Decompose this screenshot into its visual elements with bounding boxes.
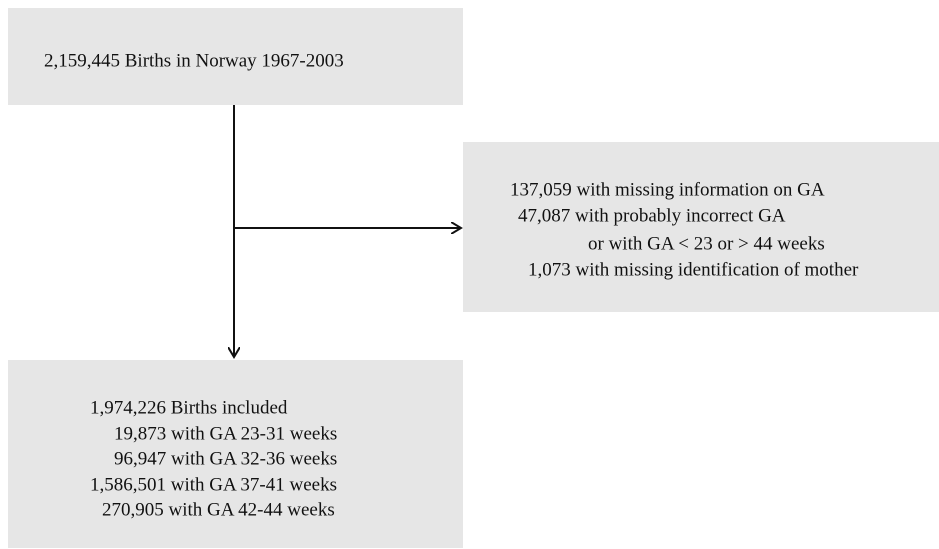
node-text: 137,059 with missing information on GA bbox=[510, 179, 825, 200]
node-text: 19,873 with GA 23-31 weeks bbox=[114, 423, 337, 444]
node-text: 1,586,501 with GA 37-41 weeks bbox=[90, 474, 337, 495]
included-box bbox=[8, 360, 463, 548]
node-text: 1,974,226 Births included bbox=[90, 397, 288, 418]
node-text: 47,087 with probably incorrect GA bbox=[518, 205, 786, 226]
node-text: or with GA < 23 or > 44 weeks bbox=[588, 233, 825, 254]
node-text: 2,159,445 Births in Norway 1967-2003 bbox=[44, 50, 344, 71]
excluded-box bbox=[463, 142, 939, 312]
source-box bbox=[8, 8, 463, 105]
node-text: 1,073 with missing identification of mot… bbox=[528, 259, 859, 280]
node-text: 270,905 with GA 42-44 weeks bbox=[102, 499, 335, 520]
node-text: 96,947 with GA 32-36 weeks bbox=[114, 448, 337, 469]
